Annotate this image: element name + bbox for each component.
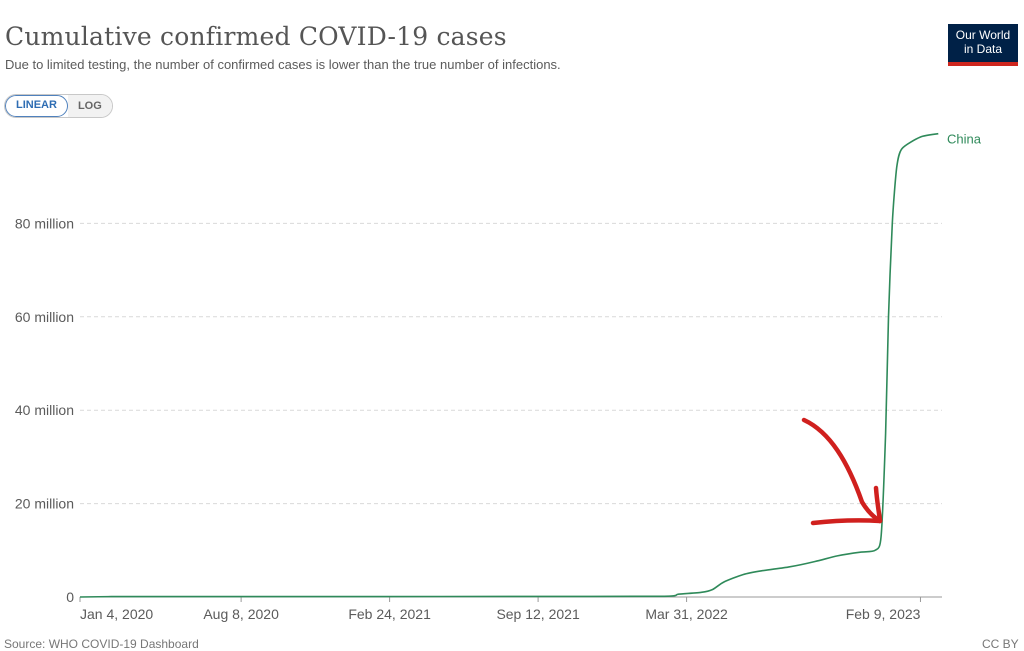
owid-logo[interactable]: Our World in Data — [948, 24, 1018, 66]
chart-subtitle: Due to limited testing, the number of co… — [5, 57, 561, 72]
log-scale-button[interactable]: LOG — [67, 95, 112, 117]
linear-scale-button[interactable]: LINEAR — [5, 95, 68, 117]
chart-title: Cumulative confirmed COVID-19 cases — [5, 22, 507, 51]
annotation-layer — [801, 417, 883, 526]
annotation-arrow-shaft — [801, 417, 883, 524]
x-tick-label: Aug 8, 2020 — [203, 606, 279, 622]
source-note: Source: WHO COVID-19 Dashboard — [4, 637, 199, 651]
series-layer: China — [79, 132, 982, 598]
y-tick-label: 40 million — [15, 402, 74, 418]
y-tick-label: 0 — [66, 589, 74, 605]
x-tick-label: Sep 12, 2021 — [496, 606, 580, 622]
license-link[interactable]: CC BY — [982, 637, 1019, 651]
annotation-arrow-head — [873, 485, 883, 524]
y-tick-label: 80 million — [15, 215, 74, 231]
x-tick-label: Jan 4, 2020 — [80, 606, 153, 622]
series-label-china[interactable]: China — [947, 132, 982, 147]
grid-layer — [80, 222, 942, 505]
series-line-china[interactable] — [79, 132, 939, 598]
x-tick-label: Feb 24, 2021 — [348, 606, 431, 622]
logo-line-1: Our World — [955, 28, 1011, 42]
x-tick-label: Mar 31, 2022 — [645, 606, 728, 622]
scale-toggle[interactable]: LINEAR LOG — [4, 94, 113, 118]
logo-line-2: in Data — [963, 42, 1003, 56]
y-tick-label: 60 million — [15, 309, 74, 325]
y-tick-label: 20 million — [15, 496, 74, 512]
x-tick-label: Feb 9, 2023 — [846, 606, 921, 622]
annotation-arrow-head — [810, 518, 883, 526]
